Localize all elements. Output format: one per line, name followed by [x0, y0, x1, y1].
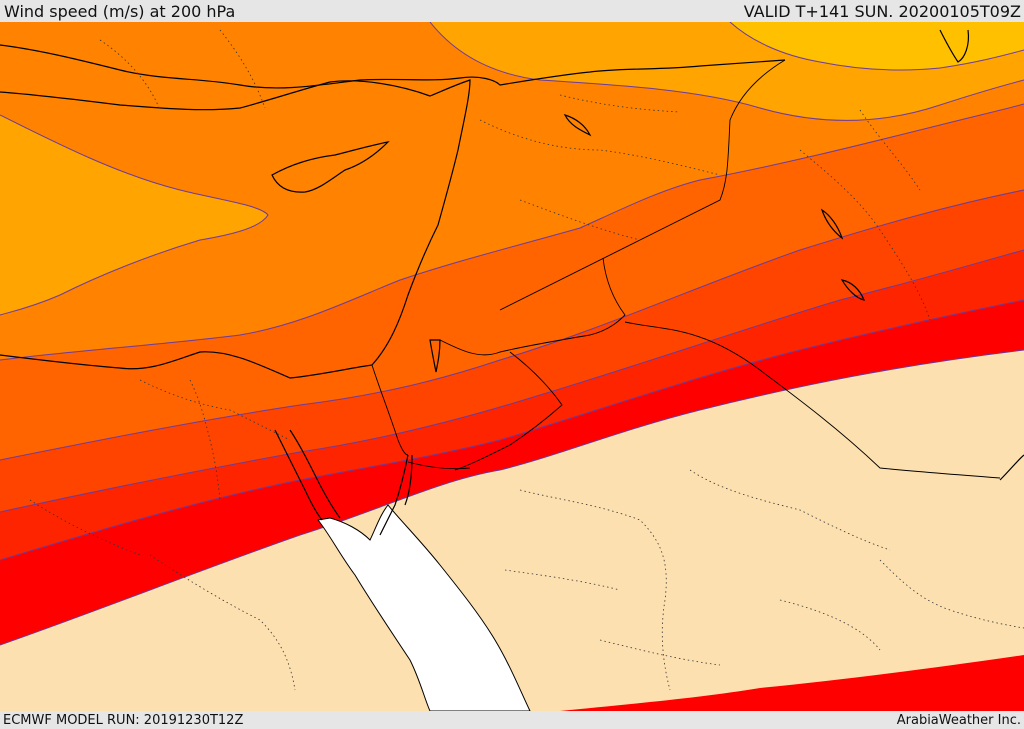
borders [371, 59, 1001, 479]
red-sea [317, 504, 531, 711]
admin-boundaries [29, 29, 1024, 691]
map-title: Wind speed (m/s) at 200 hPa [4, 1, 236, 21]
band-7-southeast [560, 655, 1024, 711]
credit: ArabiaWeather Inc. [896, 712, 1021, 728]
coastlines [0, 29, 1024, 536]
contour-lines [0, 22, 1024, 646]
footer-bar: ECMWF MODEL RUN: 20191230T12Z ArabiaWeat… [0, 711, 1024, 729]
header-bar: Wind speed (m/s) at 200 hPa VALID T+141 … [0, 0, 1024, 22]
band-2-west [0, 115, 268, 315]
model-run: ECMWF MODEL RUN: 20191230T12Z [3, 712, 244, 728]
band-1 [730, 22, 1024, 70]
valid-time: VALID T+141 SUN. 20200105T09Z [743, 1, 1021, 21]
wind-speed-map [0, 22, 1024, 711]
